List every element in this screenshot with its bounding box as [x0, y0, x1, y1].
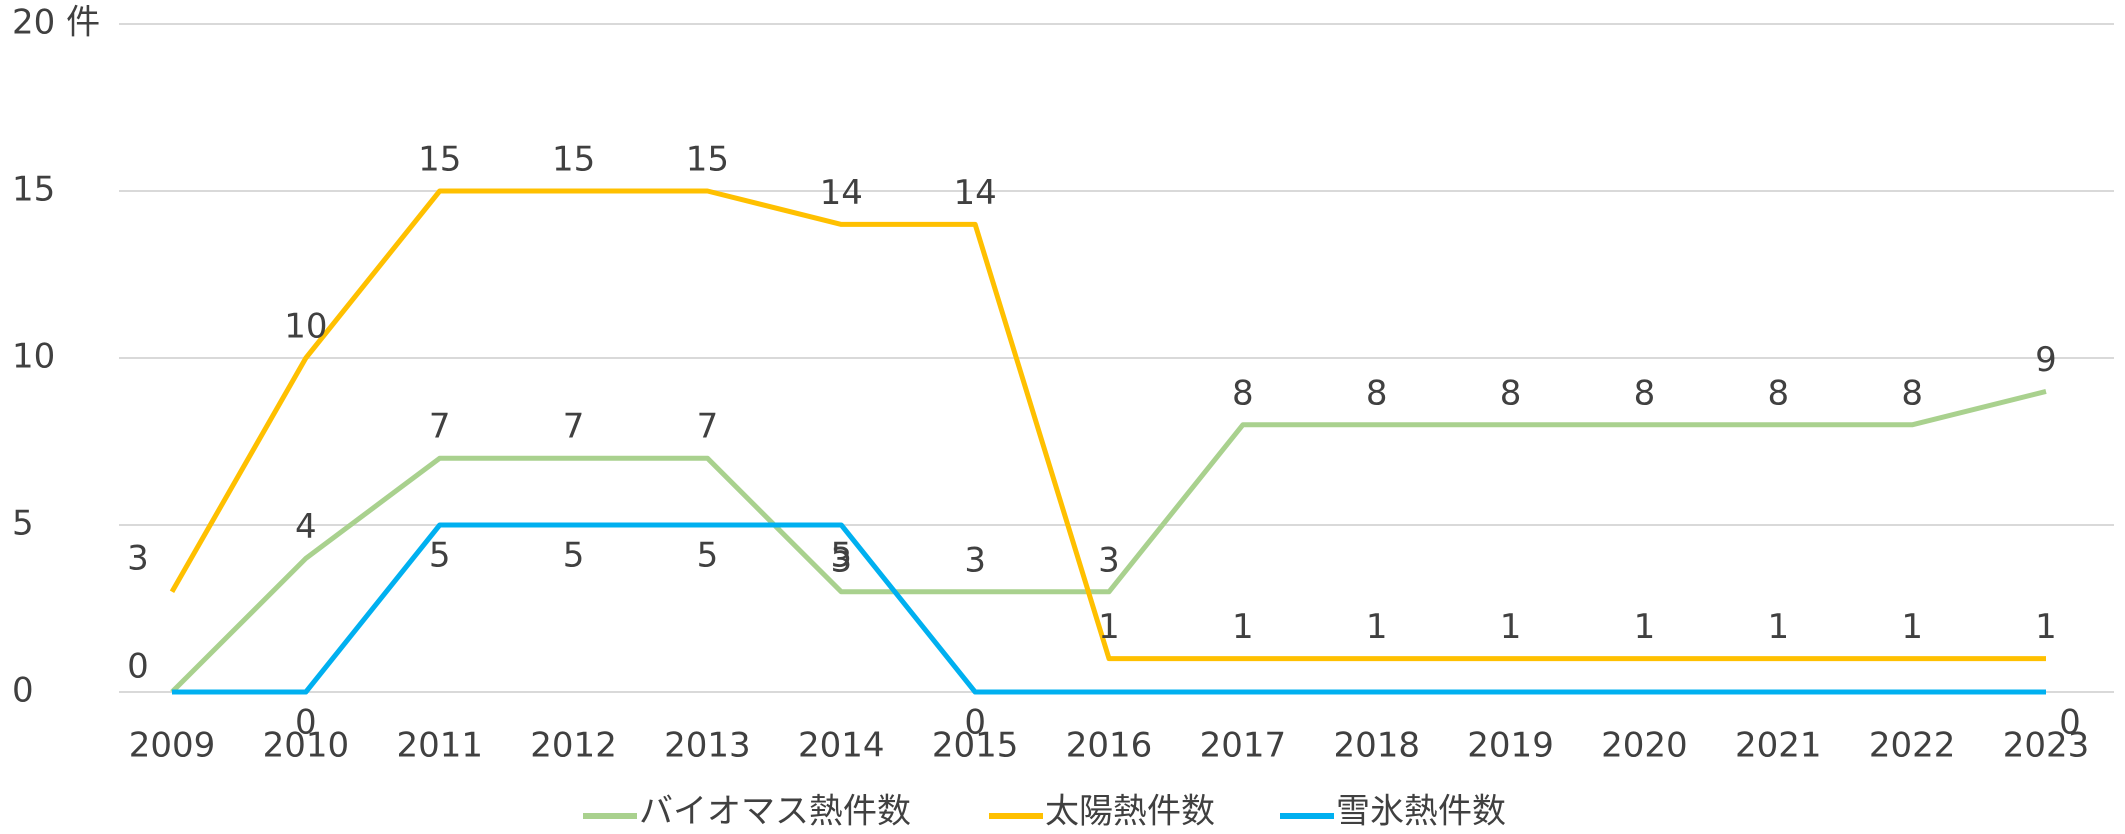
y-tick-label: 5: [12, 504, 34, 544]
data-label: 1: [2035, 607, 2057, 647]
data-label: 14: [820, 173, 863, 213]
data-label: 1: [1500, 607, 1522, 647]
data-label: 3: [964, 540, 986, 580]
data-label: 14: [954, 173, 997, 213]
x-tick-label: 2010: [263, 726, 350, 766]
data-label: 5: [429, 536, 451, 576]
x-tick-label: 2013: [664, 726, 751, 766]
data-label: 0: [295, 703, 317, 743]
x-tick-label: 2023: [2003, 726, 2090, 766]
x-tick-label: 2011: [396, 726, 483, 766]
x-tick-label: 2020: [1601, 726, 1688, 766]
data-label: 1: [1901, 607, 1923, 647]
data-label: 8: [1232, 373, 1254, 413]
legend-label: バイオマス熱件数: [639, 792, 911, 832]
data-label: 15: [552, 140, 595, 180]
data-label: 8: [1634, 373, 1656, 413]
data-label: 8: [1366, 373, 1388, 413]
data-label: 3: [830, 540, 852, 580]
series-line: [170, 388, 2047, 694]
x-tick-label: 2021: [1735, 726, 1822, 766]
legend-label: 太陽熱件数: [1045, 792, 1215, 832]
x-tick-label: 2014: [798, 726, 885, 766]
data-label: 15: [418, 140, 461, 180]
y-tick-label: 0: [12, 671, 34, 711]
data-label: 1: [1232, 607, 1254, 647]
series-line: [172, 522, 2046, 695]
y-tick-label: 20 件: [12, 3, 100, 43]
data-label: 8: [1901, 373, 1923, 413]
legend-label: 雪氷熱件数: [1336, 792, 1506, 832]
data-label: 7: [429, 407, 451, 447]
data-label: 4: [295, 507, 317, 547]
data-label: 8: [1500, 373, 1522, 413]
series-line: [169, 188, 2046, 662]
y-tick-label: 15: [12, 170, 55, 210]
data-label: 7: [697, 407, 719, 447]
x-tick-label: 2018: [1333, 726, 1420, 766]
data-label: 1: [1634, 607, 1656, 647]
data-label: 15: [686, 140, 729, 180]
data-label: 10: [284, 307, 327, 347]
data-label: 0: [964, 703, 986, 743]
x-tick-label: 2012: [530, 726, 617, 766]
data-label: 9: [2035, 340, 2057, 380]
data-label: 0: [127, 647, 149, 687]
data-label: 8: [1767, 373, 1789, 413]
data-label: 1: [1098, 607, 1120, 647]
x-tick-label: 2019: [1467, 726, 1554, 766]
x-tick-label: 2015: [932, 726, 1019, 766]
data-label: 1: [1366, 607, 1388, 647]
data-label: 5: [830, 536, 852, 576]
x-tick-label: 2016: [1066, 726, 1153, 766]
x-tick-label: 2022: [1869, 726, 1956, 766]
x-tick-label: 2017: [1200, 726, 1287, 766]
data-label: 1: [1767, 607, 1789, 647]
data-label: 7: [563, 407, 585, 447]
data-label: 0: [2059, 703, 2081, 743]
data-label: 3: [1098, 540, 1120, 580]
y-tick-label: 10: [12, 337, 55, 377]
data-label: 5: [563, 536, 585, 576]
data-label: 5: [697, 536, 719, 576]
x-tick-label: 2009: [129, 726, 216, 766]
data-label: 3: [127, 538, 149, 578]
